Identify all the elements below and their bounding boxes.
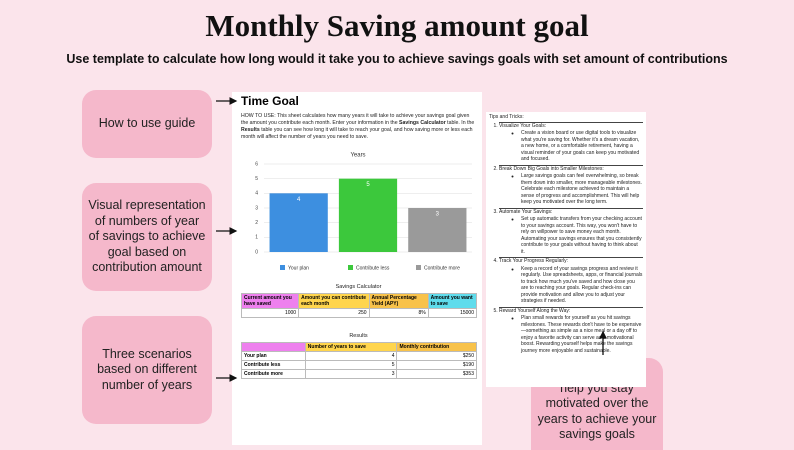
chart-title: Years [350, 153, 365, 159]
results-table: Number of years to save Monthly contribut… [241, 342, 477, 379]
y-tick-label: 0 [255, 249, 258, 255]
tip-heading: Track Your Progress Regularly: [499, 258, 569, 264]
chart: Years 0 1 2 3 4 5 6 4 Your plan 5 Contribute less 3… [255, 153, 472, 271]
callout: Three scenarios based on different numbe… [82, 316, 212, 424]
callout: How to use guide [82, 90, 212, 158]
tips: Tips and Tricks: Visualize Your Goals:Cr… [486, 112, 646, 387]
text: table you can see how long it will take … [241, 127, 473, 141]
tip: Track Your Progress Regularly: Keep a rec… [499, 257, 643, 305]
tip: Visualize Your Goals:Create a vision boa… [499, 121, 643, 163]
row: Contribute more 3 $353 [241, 369, 477, 379]
tips-list: Visualize Your Goals:Create a vision boa… [489, 121, 643, 355]
tip-body-list: Keep a record of your savings progress a… [499, 266, 643, 305]
data-label: 4 [297, 197, 301, 203]
header-cell: Annual Percentage Yield (APY) [368, 293, 429, 309]
y-tick-label: 3 [255, 205, 258, 211]
bar [269, 193, 328, 252]
tip-body-list: Create a vision board or use digital too… [499, 130, 643, 163]
text: table. In the [445, 120, 475, 127]
tip-heading: Visualize Your Goals: [499, 122, 547, 129]
tip-body: Large savings goals can feel overwhelmin… [521, 173, 643, 206]
tip-body: Plan small rewards for yourself as you h… [521, 315, 643, 354]
text: Results [241, 127, 260, 134]
tip-heading: Reward Yourself Along the Way: [499, 307, 571, 314]
y-tick-label: 5 [255, 176, 258, 182]
tip: Break Down Big Goals into Smaller Milest… [499, 164, 643, 206]
tip-body: Keep a record of your savings progress a… [521, 266, 643, 305]
bar [408, 208, 467, 252]
data-label: 3 [436, 212, 440, 218]
text: HOW TO USE: This sheet calculates how ma… [241, 113, 470, 127]
tips-title: Tips and Tricks: [489, 114, 524, 120]
tip-body-list: Set up automatic transfers from your che… [499, 216, 643, 255]
table-title: Results [349, 333, 368, 339]
tip-body: Create a vision board or use digital too… [521, 130, 643, 163]
title: Monthly Saving amount goal [205, 8, 589, 43]
y-tick-label: 4 [255, 191, 258, 197]
legend-swatch [416, 265, 421, 270]
callout: Visual representation of numbers of year… [82, 183, 212, 291]
y-tick-label: 2 [255, 220, 258, 226]
tip-body-list: Large savings goals can feel overwhelmin… [499, 173, 643, 206]
cell: 3 [304, 369, 398, 379]
legend-label: Your plan [288, 265, 309, 271]
cell: $353 [396, 369, 477, 379]
data-label: 5 [366, 182, 370, 188]
y-tick-label: 6 [255, 161, 258, 167]
table-title: Savings Calculator [335, 284, 382, 290]
legend-label: Contribute more [424, 265, 460, 271]
legend-swatch [280, 265, 285, 270]
bar [338, 178, 398, 252]
tip: Automate Your Savings:Set up automatic t… [499, 207, 643, 256]
legend-swatch [348, 265, 353, 270]
tip-heading: Automate Your Savings: [499, 208, 553, 215]
calculator-table: Current amount you have saved Amount you … [240, 293, 478, 318]
tip-heading: Break Down Big Goals into Smaller Milest… [499, 165, 604, 172]
sheet-title: Time Goal [241, 94, 299, 108]
tip: Reward Yourself Along the Way:Plan small… [499, 306, 643, 355]
text: Savings Calculator [399, 120, 446, 127]
tip-body: Set up automatic transfers from your che… [521, 216, 643, 255]
y-tick-label: 1 [255, 235, 258, 241]
legend-label: Contribute less [356, 265, 390, 271]
header-cell: Current amount you have saved [240, 293, 300, 309]
instructions: HOW TO USE: This sheet calculates how ma… [241, 113, 476, 141]
sheet [232, 92, 482, 445]
tip-body-list: Plan small rewards for yourself as you h… [499, 315, 643, 354]
subtitle: Use template to calculate how long would… [66, 52, 728, 66]
cell: 250 [298, 308, 370, 318]
cell: 15000 [427, 308, 478, 318]
